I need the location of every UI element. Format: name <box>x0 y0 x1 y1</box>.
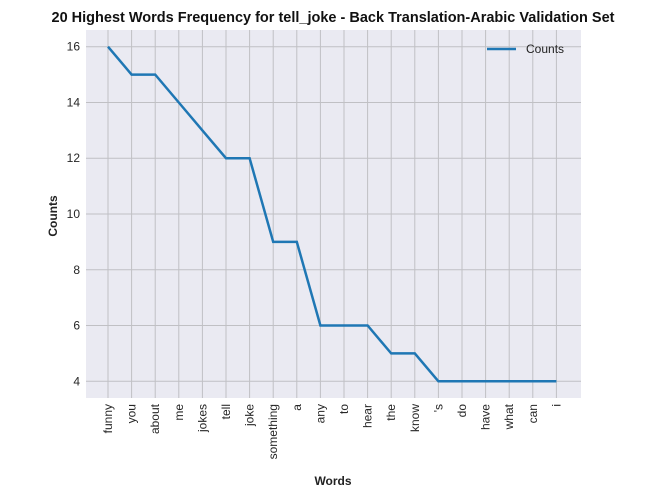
x-tick-label: i <box>549 404 563 407</box>
y-tick-label: 6 <box>73 319 80 333</box>
x-tick-label: something <box>266 404 280 459</box>
x-tick-label: know <box>408 404 422 432</box>
x-tick-label: hear <box>361 404 375 428</box>
legend: Counts <box>487 42 564 56</box>
legend-label: Counts <box>526 42 564 56</box>
x-axis-label: Words <box>314 474 351 488</box>
y-tick-label: 4 <box>73 374 80 388</box>
x-tick-label: jokes <box>195 404 209 433</box>
y-tick-label: 14 <box>67 95 81 109</box>
y-tick-label: 12 <box>67 151 81 165</box>
y-axis-label: Counts <box>46 195 60 237</box>
x-tick-label: have <box>479 404 493 430</box>
x-axis: funny you about me jokes tell joke something a an… <box>101 403 563 459</box>
x-tick-label: can <box>526 404 540 423</box>
x-tick-label: funny <box>101 404 115 433</box>
x-tick-label: joke <box>243 404 257 427</box>
series-layer <box>107 45 557 383</box>
x-tick-label: me <box>172 404 186 421</box>
x-tick-label: the <box>384 404 398 421</box>
x-tick-label: you <box>125 404 139 423</box>
y-tick-label: 8 <box>73 263 80 277</box>
y-axis: 4 6 8 10 12 14 16 <box>67 40 81 389</box>
chart-title: 20 Highest Words Frequency for tell_joke… <box>52 10 615 26</box>
grid <box>86 30 581 398</box>
y-tick-label: 10 <box>67 207 81 221</box>
x-tick-label: about <box>148 403 162 434</box>
series-line-counts <box>107 45 557 383</box>
x-tick-label: to <box>337 404 351 414</box>
y-tick-label: 16 <box>67 40 81 54</box>
x-tick-label: 's <box>431 404 445 412</box>
x-tick-label: what <box>502 403 516 430</box>
x-tick-label: a <box>290 404 304 411</box>
x-tick-label: any <box>313 404 327 423</box>
x-tick-label: do <box>455 404 469 418</box>
x-tick-label: tell <box>219 404 233 419</box>
